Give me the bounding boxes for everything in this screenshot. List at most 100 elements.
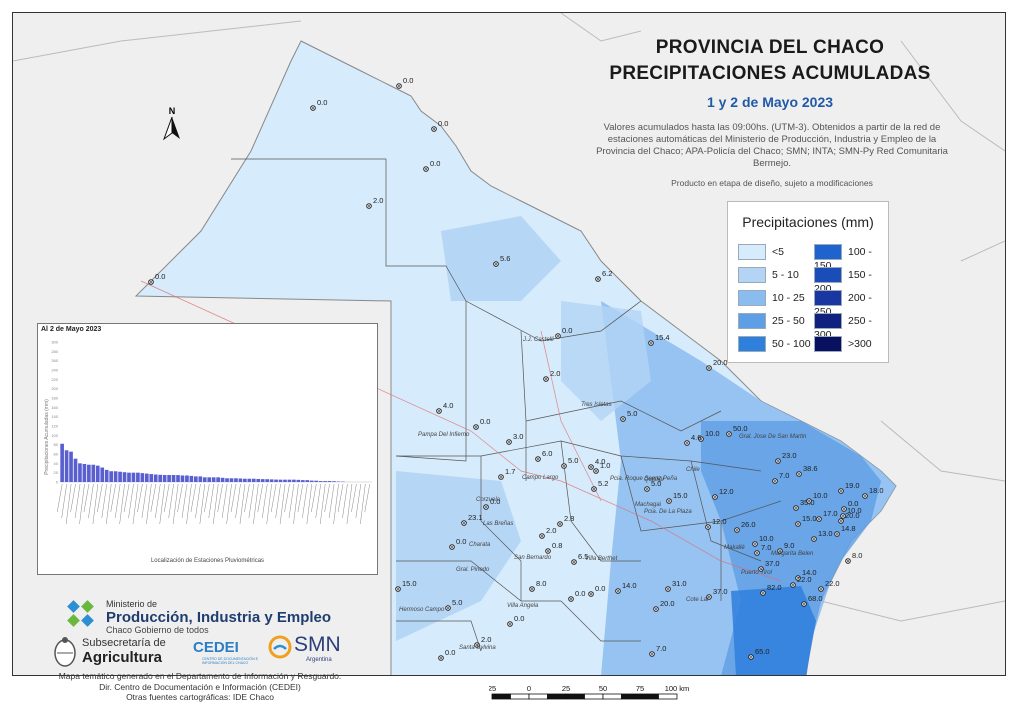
station-point: 65.0: [748, 647, 770, 660]
legend-swatch: [738, 290, 766, 306]
station-point: 4.0: [436, 401, 453, 414]
inset-bar: [109, 471, 113, 482]
station-value: 37.0: [765, 559, 780, 568]
compass-label: N: [169, 106, 176, 116]
inset-bar: [144, 473, 149, 482]
inset-bar-chart: 0 20 40 60 80 100 120 140 160 180 200 220 240 260 280 3…: [51, 340, 372, 525]
inset-category-label: [315, 483, 321, 519]
inset-category-label: [302, 483, 308, 519]
station-point: 15.4: [648, 333, 670, 346]
station-value: 23.1: [468, 513, 483, 522]
station-point: 19.0: [838, 481, 860, 494]
station-value: 23.0: [782, 451, 797, 460]
station-value: 1.7: [505, 467, 515, 476]
inset-bar: [95, 465, 100, 482]
station-point: 35.0: [793, 498, 815, 511]
inset-y-tick: 260: [51, 358, 58, 363]
inset-bar: [131, 472, 136, 482]
station-value: 6.2: [602, 269, 612, 278]
station-value: 22.0: [797, 575, 812, 584]
place-label: San Bernardo: [514, 555, 552, 561]
station-point: 37.0: [758, 559, 780, 572]
scale-tick-label: 50: [599, 684, 607, 693]
station-value: 4.0: [443, 401, 453, 410]
inset-bar: [189, 475, 194, 482]
legend-item: 50 - 100: [738, 336, 811, 352]
inset-bar: [122, 472, 127, 482]
station-value: 3.0: [513, 432, 523, 441]
inset-category-label: [70, 483, 76, 513]
legend-swatch: [738, 336, 766, 352]
station-point: 20.0: [706, 358, 728, 371]
place-label: Gral. Jose De San Martin: [739, 434, 807, 440]
station-point: 0.0: [396, 76, 413, 89]
station-point: 2.0: [474, 635, 491, 648]
station-point: 0.0: [568, 589, 585, 602]
legend-label: 10 - 25: [772, 291, 805, 304]
station-value: 10.0: [813, 491, 828, 500]
station-point: 8.0: [845, 551, 862, 564]
inset-bar: [149, 474, 154, 482]
inset-y-tick: 20: [54, 470, 59, 475]
legend-swatch: [814, 313, 842, 329]
station-point: 68.0: [801, 594, 823, 607]
place-label: Villa Angela: [507, 603, 539, 609]
inset-bar: [309, 480, 314, 482]
station-point: 2.8: [557, 514, 574, 527]
station-point: 20.0: [653, 599, 675, 612]
place-label: Machagai: [635, 502, 662, 508]
inset-category-label: [217, 483, 223, 513]
place-label: Makallé: [724, 545, 745, 551]
scale-segment: [565, 693, 585, 700]
station-point: 82.0: [760, 583, 782, 596]
place-label: Villa Berthet: [585, 556, 618, 562]
legend-item: 25 - 50: [738, 313, 805, 329]
inset-category-label: [297, 483, 304, 513]
station-value: 2.0: [550, 369, 560, 378]
inset-bar: [69, 451, 73, 482]
station-point: 5.0: [620, 409, 637, 422]
inset-category-label: [284, 483, 290, 513]
place-label: Charata: [469, 542, 491, 548]
inset-bar: [87, 464, 91, 482]
inset-bar: [198, 476, 203, 482]
inset-bar: [332, 481, 336, 482]
north-arrow: N: [158, 105, 186, 148]
station-value: 15.0: [402, 579, 417, 588]
inset-category-label: [257, 483, 264, 513]
inset-bar: [167, 475, 171, 482]
place-label: Pcia. Roque Saenz Peña: [610, 476, 678, 482]
station-point: 0.0: [438, 648, 455, 661]
inset-bar: [225, 478, 229, 482]
inset-y-tick: 40: [54, 461, 59, 466]
legend-label: 50 - 100: [772, 337, 811, 350]
station-point: 6.0: [535, 449, 552, 462]
station-point: 13.0: [811, 529, 833, 542]
station-point: 23.0: [775, 451, 797, 464]
station-point: 5.0: [445, 598, 462, 611]
inset-bar: [73, 458, 78, 482]
station-value: 38.6: [803, 464, 818, 473]
inset-category-label: [79, 483, 85, 525]
inset-category-label: [262, 483, 268, 519]
inset-bar: [314, 480, 319, 482]
inset-bar: [229, 478, 234, 482]
inset-category-label: [337, 483, 344, 513]
inset-category-label: [208, 483, 215, 519]
station-value: 0.0: [403, 76, 413, 85]
inset-bar: [60, 443, 64, 482]
station-point: 0.0: [588, 584, 605, 597]
station-value: 7.0: [761, 543, 771, 552]
inset-category-label: [306, 483, 313, 525]
inset-category-label: [328, 483, 335, 519]
scale-segment: [621, 693, 641, 700]
station-value: 7.0: [779, 471, 789, 480]
inset-category-label: [235, 483, 241, 519]
station-point: 0.8: [545, 541, 562, 554]
station-value: 2.0: [373, 196, 383, 205]
inset-category-label: [83, 483, 90, 513]
inset-bar: [243, 478, 247, 482]
inset-category-label: [324, 483, 330, 513]
scale-segment: [547, 693, 567, 700]
station-value: 20.0: [845, 511, 860, 520]
